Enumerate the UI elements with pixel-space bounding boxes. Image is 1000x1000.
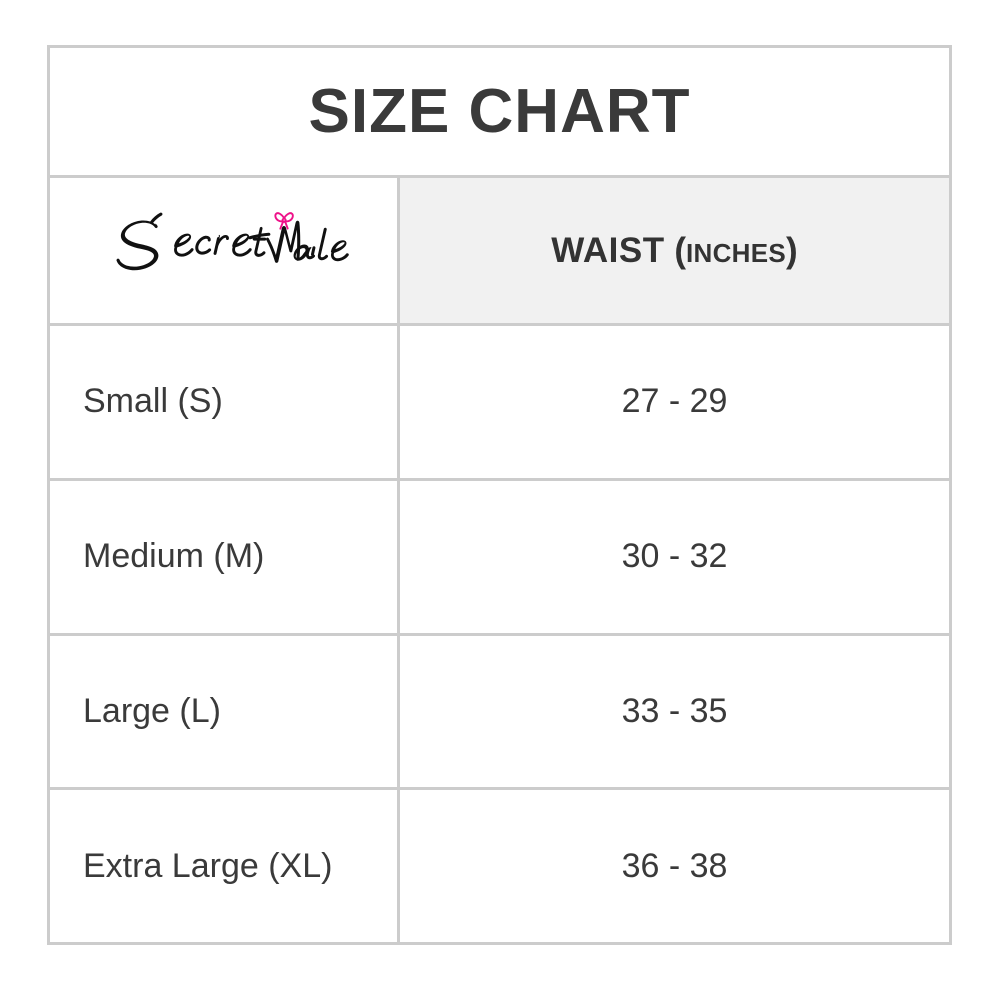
waist-value: 30 - 32 <box>621 537 728 576</box>
header-cell-brand <box>50 178 400 323</box>
waist-header-paren-close: ) <box>786 231 798 270</box>
size-cell: Large (L) <box>50 635 400 788</box>
size-label: Medium (M) <box>83 537 265 576</box>
waist-value: 27 - 29 <box>621 382 728 421</box>
waist-cell: 33 - 35 <box>400 635 949 788</box>
size-label: Small (S) <box>83 382 223 421</box>
waist-column-header: WAIST (INCHES) <box>551 233 797 268</box>
brand-logo <box>50 208 397 294</box>
table-row: Medium (M) 30 - 32 <box>50 480 949 636</box>
waist-cell: 27 - 29 <box>400 326 949 478</box>
header-cell-waist: WAIST (INCHES) <box>400 178 949 323</box>
waist-header-paren-open: ( <box>674 231 686 270</box>
waist-cell: 30 - 32 <box>400 480 949 633</box>
waist-value: 36 - 38 <box>621 846 728 885</box>
title-row: SIZE CHART <box>50 48 949 178</box>
secret-male-logo-icon <box>116 211 349 270</box>
waist-header-main: WAIST <box>551 231 665 270</box>
table-header-row: WAIST (INCHES) <box>50 178 949 326</box>
size-cell: Extra Large (XL) <box>50 790 400 942</box>
size-label: Extra Large (XL) <box>83 846 333 885</box>
size-cell: Small (S) <box>50 326 400 478</box>
table-row: Large (L) 33 - 35 <box>50 635 949 791</box>
table-row: Small (S) 27 - 29 <box>50 326 949 481</box>
size-chart-table: SIZE CHART <box>47 45 952 945</box>
size-label: Large (L) <box>83 691 221 730</box>
table-row: Extra Large (XL) 36 - 38 <box>50 790 949 942</box>
waist-header-unit: INCHES <box>686 238 787 268</box>
size-cell: Medium (M) <box>50 480 400 633</box>
bow-icon <box>274 211 294 230</box>
waist-value: 33 - 35 <box>621 691 728 730</box>
page-title: SIZE CHART <box>308 76 691 146</box>
waist-cell: 36 - 38 <box>400 790 949 942</box>
